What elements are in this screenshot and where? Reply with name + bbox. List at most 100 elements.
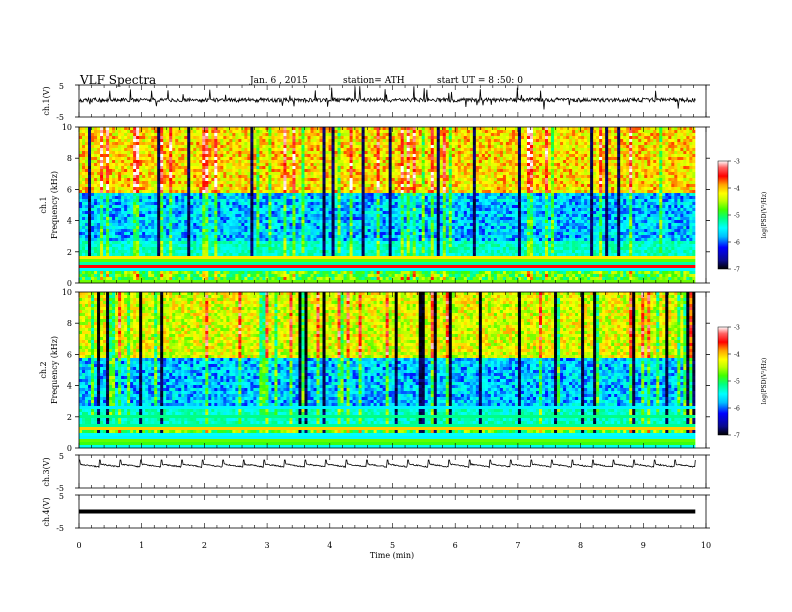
spectrogram-cell bbox=[418, 187, 423, 191]
spectrogram-cell bbox=[106, 148, 110, 152]
spectrogram-cell bbox=[572, 133, 576, 137]
spectrogram-cell bbox=[563, 175, 567, 179]
spectrogram-cell bbox=[118, 148, 122, 152]
spectrogram-cell bbox=[460, 145, 465, 149]
spectrogram-cell bbox=[214, 187, 218, 191]
spectrogram-cell bbox=[307, 166, 311, 170]
spectrogram-cell bbox=[127, 142, 131, 146]
ch1-voltage-panel: 5 -5 ch.1(V) bbox=[42, 82, 710, 122]
spectrogram-cell bbox=[205, 172, 209, 176]
spectrogram-cell bbox=[364, 190, 369, 194]
spectrogram-cell bbox=[511, 166, 516, 170]
spectrogram-cell bbox=[226, 160, 230, 164]
spectrogram-cell bbox=[638, 133, 642, 137]
spectrogram-cell bbox=[499, 127, 504, 131]
spectrogram-cell bbox=[572, 148, 576, 152]
spectrogram-cell bbox=[148, 142, 152, 146]
spectrogram-cell bbox=[154, 187, 158, 191]
spectrogram-cell bbox=[575, 127, 579, 131]
spectrogram-cell bbox=[638, 172, 642, 176]
spectrogram-cell bbox=[532, 151, 537, 155]
spectrogram-cell bbox=[157, 199, 161, 203]
spectrogram-cell bbox=[187, 142, 191, 146]
spectrogram-cell bbox=[466, 196, 471, 200]
spectrogram-cell bbox=[566, 169, 570, 173]
spectrogram-cell bbox=[247, 148, 251, 152]
spectrogram-cell bbox=[121, 154, 125, 158]
spectrogram-cell bbox=[623, 130, 627, 134]
spectrogram-cell bbox=[436, 193, 441, 197]
spectrogram-cell bbox=[529, 181, 534, 185]
spectrogram-cell bbox=[136, 178, 140, 182]
spectrogram-cell bbox=[608, 160, 612, 164]
spectrogram-cell bbox=[487, 169, 492, 173]
spectrogram-cell bbox=[313, 163, 317, 167]
spectrogram-cell bbox=[370, 136, 375, 140]
spectrogram-cell bbox=[262, 157, 266, 161]
spectrogram-cell bbox=[316, 130, 320, 134]
spectrogram-cell bbox=[493, 145, 498, 149]
spectrogram-cell bbox=[238, 175, 242, 179]
spectrogram-cell bbox=[139, 145, 143, 149]
spectrogram-cell bbox=[433, 175, 438, 179]
spectrogram-cell bbox=[641, 178, 645, 182]
spectrogram-cell bbox=[677, 130, 681, 134]
spectrogram-cell bbox=[427, 163, 432, 167]
spectrogram-cell bbox=[481, 133, 486, 137]
spectrogram-cell bbox=[644, 130, 648, 134]
spectrogram-cell bbox=[677, 127, 681, 131]
spectrogram-cell bbox=[262, 148, 266, 152]
spectrogram-cell bbox=[412, 151, 417, 155]
spectrogram-cell bbox=[214, 163, 218, 167]
spectrogram-cell bbox=[121, 148, 125, 152]
spectrogram-cell bbox=[382, 193, 387, 197]
spectrogram-cell bbox=[548, 172, 552, 176]
spectrogram-cell bbox=[136, 181, 140, 185]
spectrogram-cell bbox=[307, 142, 311, 146]
spectrogram-cell bbox=[551, 187, 555, 191]
spectrogram-cell bbox=[475, 127, 480, 131]
spectrogram-cell bbox=[268, 160, 272, 164]
spectrogram-cell bbox=[671, 151, 675, 155]
spectrogram-cell bbox=[367, 169, 372, 173]
spectrogram-cell bbox=[617, 148, 621, 152]
spectrogram-cell bbox=[394, 187, 399, 191]
spectrogram-cell bbox=[557, 151, 561, 155]
spectrogram-cell bbox=[659, 181, 663, 185]
spectrogram-cell bbox=[617, 139, 621, 143]
spectrogram-cell bbox=[100, 163, 104, 167]
spectrogram-cell bbox=[241, 127, 245, 131]
spectrogram-cell bbox=[379, 151, 384, 155]
spectrogram-cell bbox=[686, 196, 690, 200]
spectrogram-cell bbox=[605, 178, 609, 182]
spectrogram-cell bbox=[241, 133, 245, 137]
spectrogram-cell bbox=[193, 148, 197, 152]
spectrogram-cell bbox=[692, 148, 696, 152]
spectrogram-cell bbox=[376, 160, 381, 164]
spectrogram-cell bbox=[166, 199, 170, 203]
spectrogram-cell bbox=[211, 154, 215, 158]
spectrogram-cell bbox=[397, 193, 402, 197]
spectrogram-cell bbox=[145, 163, 149, 167]
spectrogram-cell bbox=[223, 148, 227, 152]
spectrogram-cell bbox=[244, 160, 248, 164]
spectrogram-cell bbox=[466, 154, 471, 158]
spectrogram-cell bbox=[677, 148, 681, 152]
spectrogram-cell bbox=[154, 151, 158, 155]
spectrogram-cell bbox=[121, 175, 125, 179]
spectrogram-cell bbox=[665, 160, 669, 164]
spectrogram-cell bbox=[307, 196, 311, 200]
spectrogram-cell bbox=[238, 160, 242, 164]
spectrogram-cell bbox=[82, 151, 86, 155]
spectrogram-cell bbox=[478, 169, 483, 173]
spectrogram-cell bbox=[590, 139, 594, 143]
spectrogram-cell bbox=[454, 130, 459, 134]
spectrogram-cell bbox=[163, 166, 167, 170]
spectrogram-cell bbox=[505, 145, 510, 149]
spectrogram-cell bbox=[133, 160, 137, 164]
spectrogram-cell bbox=[493, 157, 498, 161]
spectrogram-cell bbox=[430, 130, 435, 134]
spectrogram-cell bbox=[238, 136, 242, 140]
spectrogram-cell bbox=[340, 145, 344, 149]
spectrogram-cell bbox=[692, 184, 696, 188]
